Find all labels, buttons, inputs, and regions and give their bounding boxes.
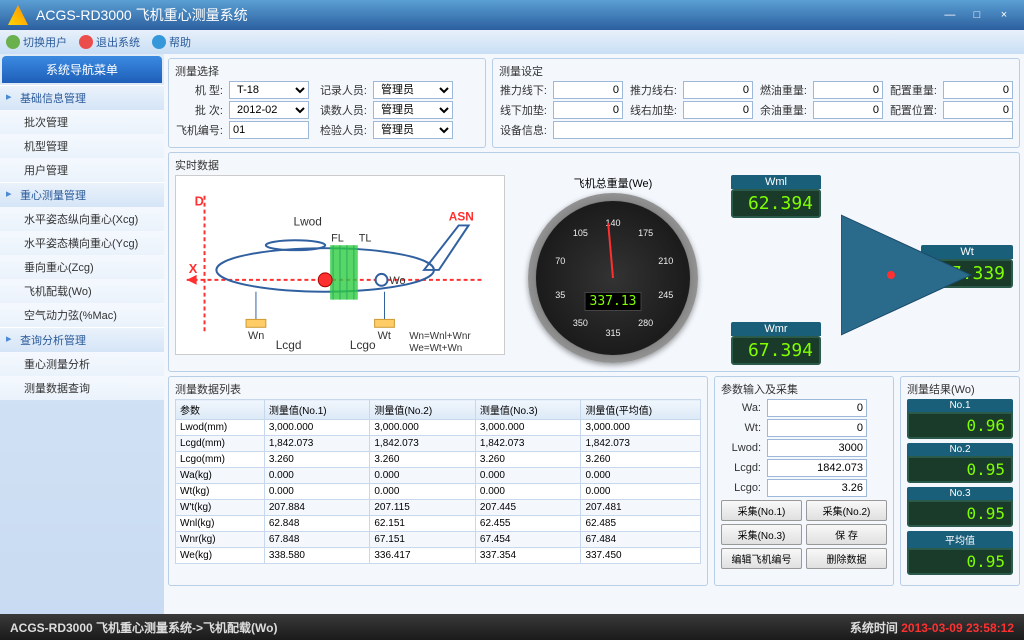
save-button[interactable]: 保 存 bbox=[806, 524, 887, 545]
svg-text:We=Wt+Wn: We=Wt+Wn bbox=[409, 343, 462, 354]
measurement-table: 参数测量值(No.1)测量值(No.2)测量值(No.3)测量值(平均值)Lwo… bbox=[175, 399, 701, 564]
config-pos-input[interactable] bbox=[943, 101, 1013, 119]
svg-text:Lwod: Lwod bbox=[294, 214, 322, 228]
title-bar: ACGS-RD3000 飞机重心测量系统 — □ × bbox=[0, 0, 1024, 30]
table-row: Lwod(mm)3,000.0003,000.0003,000.0003,000… bbox=[176, 420, 701, 436]
content-area: 测量选择 机 型:T-18 批 次:2012-02 飞机编号: 记录人员:管理员… bbox=[164, 54, 1024, 614]
wa-input[interactable] bbox=[767, 399, 867, 417]
nav-item[interactable]: 垂向重心(Zcg) bbox=[0, 255, 164, 279]
svg-text:Wo: Wo bbox=[389, 275, 405, 287]
svg-text:Wt: Wt bbox=[378, 330, 391, 342]
batch-select[interactable]: 2012-02 bbox=[229, 101, 309, 119]
type-select[interactable]: T-18 bbox=[229, 81, 309, 99]
svg-text:Wn=Wnl+Wnr: Wn=Wnl+Wnr bbox=[409, 331, 471, 342]
nav-item[interactable]: 重心测量分析 bbox=[0, 352, 164, 376]
result-item: 平均值0.95 bbox=[907, 531, 1013, 575]
status-bar: ACGS-RD3000 飞机重心测量系统->飞机配载(Wo) 系统时间 2013… bbox=[0, 614, 1024, 640]
reader-select[interactable]: 管理员 bbox=[373, 101, 453, 119]
app-logo-icon bbox=[8, 5, 28, 25]
realtime-panel: 实时数据 D X bbox=[168, 152, 1020, 372]
nav-item[interactable]: 水平姿态纵向重心(Xcg) bbox=[0, 207, 164, 231]
pad-right-input[interactable] bbox=[683, 101, 753, 119]
close-button[interactable]: × bbox=[992, 9, 1016, 21]
aircraft-diagram: D X Lwod FL TL ASN bbox=[175, 175, 505, 355]
exit-button[interactable]: 退出系统 bbox=[79, 34, 140, 50]
edit-sn-button[interactable]: 编辑飞机编号 bbox=[721, 548, 802, 569]
svg-text:TL: TL bbox=[359, 232, 372, 244]
svg-text:X: X bbox=[189, 261, 198, 276]
nav-item[interactable]: 机型管理 bbox=[0, 134, 164, 158]
collect1-button[interactable]: 采集(No.1) bbox=[721, 500, 802, 521]
pad-down-input[interactable] bbox=[553, 101, 623, 119]
weight-gauge: 飞机总重量(We) 1401752102452803153503570105 3… bbox=[513, 175, 713, 365]
input-panel: 参数输入及采集 Wa: Wt: Lwod: Lcgd: Lcgo: 采集(No.… bbox=[714, 376, 894, 586]
user-icon bbox=[6, 35, 20, 49]
wmr-display: 67.394 bbox=[731, 336, 821, 365]
collect2-button[interactable]: 采集(No.2) bbox=[806, 500, 887, 521]
wt-input[interactable] bbox=[767, 419, 867, 437]
config-weight-input[interactable] bbox=[943, 81, 1013, 99]
status-time-label: 系统时间 2013-03-09 23:58:12 bbox=[850, 619, 1014, 636]
collect3-button[interactable]: 采集(No.3) bbox=[721, 524, 802, 545]
table-row: Lcgd(mm)1,842.0731,842.0731,842.0731,842… bbox=[176, 436, 701, 452]
table-row: W't(kg)207.884207.115207.445207.481 bbox=[176, 500, 701, 516]
lcgd-input[interactable] bbox=[767, 459, 867, 477]
wml-display: 62.394 bbox=[731, 189, 821, 218]
nav-item[interactable]: 水平姿态横向重心(Ycg) bbox=[0, 231, 164, 255]
device-info-input[interactable] bbox=[553, 121, 1013, 139]
residual-fuel-input[interactable] bbox=[813, 101, 883, 119]
lcgo-input[interactable] bbox=[767, 479, 867, 497]
checker-select[interactable]: 管理员 bbox=[373, 121, 453, 139]
window-buttons: — □ × bbox=[938, 9, 1016, 21]
measure-settings-panel: 测量设定 推力线下: 推力线右: 燃油重量: 配置重量: 线下加垫: 线右加垫:… bbox=[492, 58, 1020, 148]
svg-text:FL: FL bbox=[331, 232, 344, 244]
nav-group[interactable]: 重心测量管理 bbox=[0, 182, 164, 207]
thrust-right-input[interactable] bbox=[683, 81, 753, 99]
svg-text:Wn: Wn bbox=[248, 330, 264, 342]
nav-item[interactable]: 测量数据查询 bbox=[0, 376, 164, 400]
lwod-input[interactable] bbox=[767, 439, 867, 457]
nav-header: 系统导航菜单 bbox=[2, 56, 162, 83]
result-item: No.10.96 bbox=[907, 399, 1013, 439]
nav-item[interactable]: 用户管理 bbox=[0, 158, 164, 182]
thrust-down-input[interactable] bbox=[553, 81, 623, 99]
maximize-button[interactable]: □ bbox=[965, 9, 989, 21]
nav-group[interactable]: 基础信息管理 bbox=[0, 85, 164, 110]
minimize-button[interactable]: — bbox=[938, 9, 962, 21]
result-item: No.20.95 bbox=[907, 443, 1013, 483]
switch-user-button[interactable]: 切换用户 bbox=[6, 34, 67, 50]
nav-item[interactable]: 飞机配载(Wo) bbox=[0, 279, 164, 303]
fuel-weight-input[interactable] bbox=[813, 81, 883, 99]
result-item: No.30.95 bbox=[907, 487, 1013, 527]
help-button[interactable]: 帮助 bbox=[152, 34, 191, 50]
window-title: ACGS-RD3000 飞机重心测量系统 bbox=[36, 5, 938, 25]
table-row: Wnr(kg)67.84867.15167.45467.484 bbox=[176, 532, 701, 548]
sidebar: 系统导航菜单 基础信息管理批次管理机型管理用户管理重心测量管理水平姿态纵向重心(… bbox=[0, 54, 164, 614]
nav-item[interactable]: 批次管理 bbox=[0, 110, 164, 134]
status-text: ACGS-RD3000 飞机重心测量系统->飞机配载(Wo) bbox=[10, 619, 850, 636]
weight-triangle: Wml62.394 Wmr67.394 Wt207.339 bbox=[721, 175, 1013, 365]
help-icon bbox=[152, 35, 166, 49]
delete-button[interactable]: 删除数据 bbox=[806, 548, 887, 569]
data-table-panel: 测量数据列表 参数测量值(No.1)测量值(No.2)测量值(No.3)测量值(… bbox=[168, 376, 708, 586]
measure-select-panel: 测量选择 机 型:T-18 批 次:2012-02 飞机编号: 记录人员:管理员… bbox=[168, 58, 486, 148]
table-row: Wt(kg)0.0000.0000.0000.000 bbox=[176, 484, 701, 500]
result-panel: 测量结果(Wo) No.10.96No.20.95No.30.95平均值0.95 bbox=[900, 376, 1020, 586]
svg-text:Lcgd: Lcgd bbox=[276, 338, 302, 352]
svg-text:D: D bbox=[195, 194, 204, 209]
recorder-select[interactable]: 管理员 bbox=[373, 81, 453, 99]
table-row: Lcgo(mm)3.2603.2603.2603.260 bbox=[176, 452, 701, 468]
table-row: Wa(kg)0.0000.0000.0000.000 bbox=[176, 468, 701, 484]
gauge-value: 337.13 bbox=[585, 292, 642, 311]
svg-text:Lcgo: Lcgo bbox=[350, 338, 376, 352]
nav-item[interactable]: 空气动力弦(%Mac) bbox=[0, 303, 164, 327]
exit-icon bbox=[79, 35, 93, 49]
svg-text:ASN: ASN bbox=[449, 210, 474, 224]
nav-group[interactable]: 查询分析管理 bbox=[0, 327, 164, 352]
toolbar: 切换用户 退出系统 帮助 bbox=[0, 30, 1024, 54]
table-row: Wnl(kg)62.84862.15162.45562.485 bbox=[176, 516, 701, 532]
sn-input[interactable] bbox=[229, 121, 309, 139]
table-row: We(kg)338.580336.417337.354337.450 bbox=[176, 548, 701, 564]
